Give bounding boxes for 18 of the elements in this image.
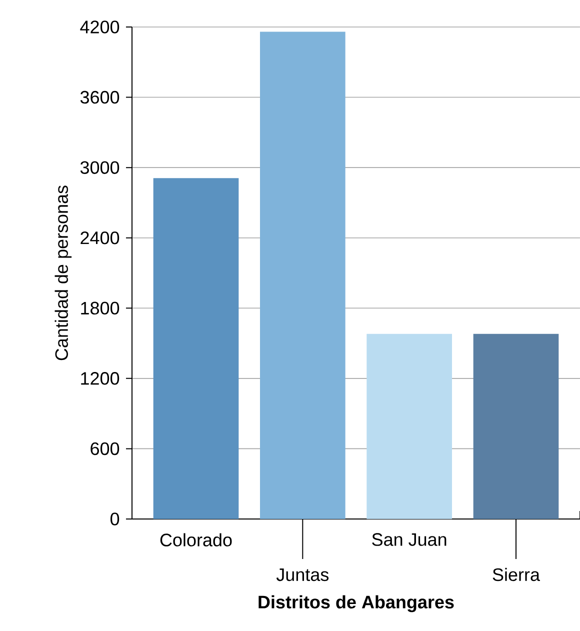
bar: [473, 334, 559, 519]
bar: [153, 178, 239, 519]
x-axis-title: Distritos de Abangares: [258, 595, 454, 612]
y-tick-label: 0: [110, 512, 120, 526]
y-tick-label: 4200: [80, 20, 120, 34]
y-tick-label: 1200: [81, 372, 120, 385]
x-tick-label: Colorado: [160, 533, 232, 546]
y-tick-label: 1800: [81, 302, 120, 315]
x-tick-label: San Juan: [372, 533, 446, 546]
x-tick-label: Sierra: [492, 568, 540, 582]
bar: [260, 32, 346, 519]
y-tick-label: 600: [90, 442, 120, 456]
y-axis-title: Cantidad de personas: [54, 186, 72, 360]
bar: [366, 334, 452, 519]
x-tick-label: Juntas: [276, 568, 329, 582]
y-tick-label: 3000: [80, 161, 120, 174]
y-tick-label: 2400: [80, 231, 120, 244]
y-tick-label: 3600: [80, 90, 120, 104]
